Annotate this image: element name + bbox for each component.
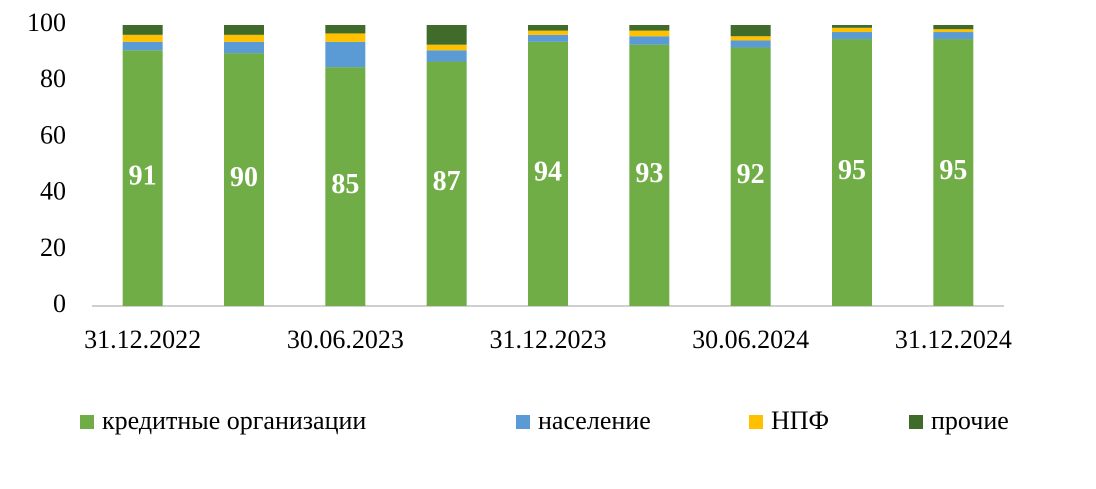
y-tick-label: 60 — [40, 120, 66, 149]
bar-segment — [832, 25, 872, 28]
y-tick-label: 0 — [53, 289, 66, 318]
bar-segment — [528, 41, 568, 307]
bar-segment — [933, 32, 974, 40]
legend-swatch — [909, 415, 923, 429]
bar-segment — [832, 39, 872, 307]
bar-segment — [832, 27, 872, 33]
bar-segment — [629, 44, 670, 307]
bar-segment — [629, 25, 670, 31]
bar-segment — [730, 47, 771, 306]
bar-segment — [325, 33, 366, 42]
bar-segment — [224, 25, 264, 35]
bar-segment — [933, 39, 974, 307]
x-tick-label: 30.06.2024 — [692, 325, 809, 354]
data-label: 87 — [433, 166, 461, 197]
legend-label: население — [538, 406, 651, 435]
bar-segment — [224, 53, 264, 306]
bar-segment — [426, 50, 467, 62]
legend-swatch — [80, 415, 94, 429]
bar-segment — [426, 25, 467, 45]
bar-segment — [122, 34, 163, 42]
bar-segment — [629, 30, 670, 37]
bar-segment — [224, 41, 264, 54]
bar-segment — [933, 29, 974, 33]
y-tick-label: 100 — [27, 8, 66, 37]
data-label: 85 — [331, 169, 359, 200]
bar-segment — [832, 32, 872, 40]
data-label: 92 — [737, 159, 765, 190]
x-tick-label: 31.12.2023 — [490, 325, 607, 354]
bar-segment — [528, 30, 568, 35]
bar-segment — [528, 25, 568, 31]
y-tick-label: 80 — [40, 64, 66, 93]
y-tick-label: 20 — [40, 233, 66, 262]
data-label: 95 — [838, 155, 866, 186]
bar-segment — [426, 61, 467, 306]
data-label: 91 — [129, 161, 157, 192]
y-tick-label: 40 — [40, 177, 66, 206]
legend-swatch — [516, 415, 530, 429]
data-label: 90 — [230, 162, 258, 193]
x-tick-label: 31.12.2022 — [84, 325, 201, 354]
legend-swatch — [749, 415, 763, 429]
legend-label: НПФ — [771, 406, 829, 435]
bar-segment — [933, 25, 974, 30]
bar-segment — [730, 40, 771, 48]
x-tick-label: 31.12.2024 — [895, 325, 1012, 354]
data-label: 95 — [939, 155, 967, 186]
bar-segment — [426, 44, 467, 51]
bar-segment — [528, 34, 568, 42]
bar-segment — [325, 25, 366, 34]
bar-segment — [224, 34, 264, 42]
bar-segment — [629, 36, 670, 45]
bar-segment — [325, 41, 366, 68]
bar-segment — [122, 41, 163, 51]
x-tick-label: 30.06.2023 — [287, 325, 404, 354]
data-label: 94 — [534, 156, 562, 187]
legend-label: кредитные организации — [102, 406, 366, 435]
bar-segment — [730, 36, 771, 41]
bar-segment — [122, 25, 163, 35]
bar-segment — [730, 25, 771, 37]
bar-segment — [122, 50, 163, 306]
legend-label: прочие — [931, 406, 1009, 435]
bar-segment — [325, 67, 366, 307]
data-label: 93 — [635, 158, 663, 189]
